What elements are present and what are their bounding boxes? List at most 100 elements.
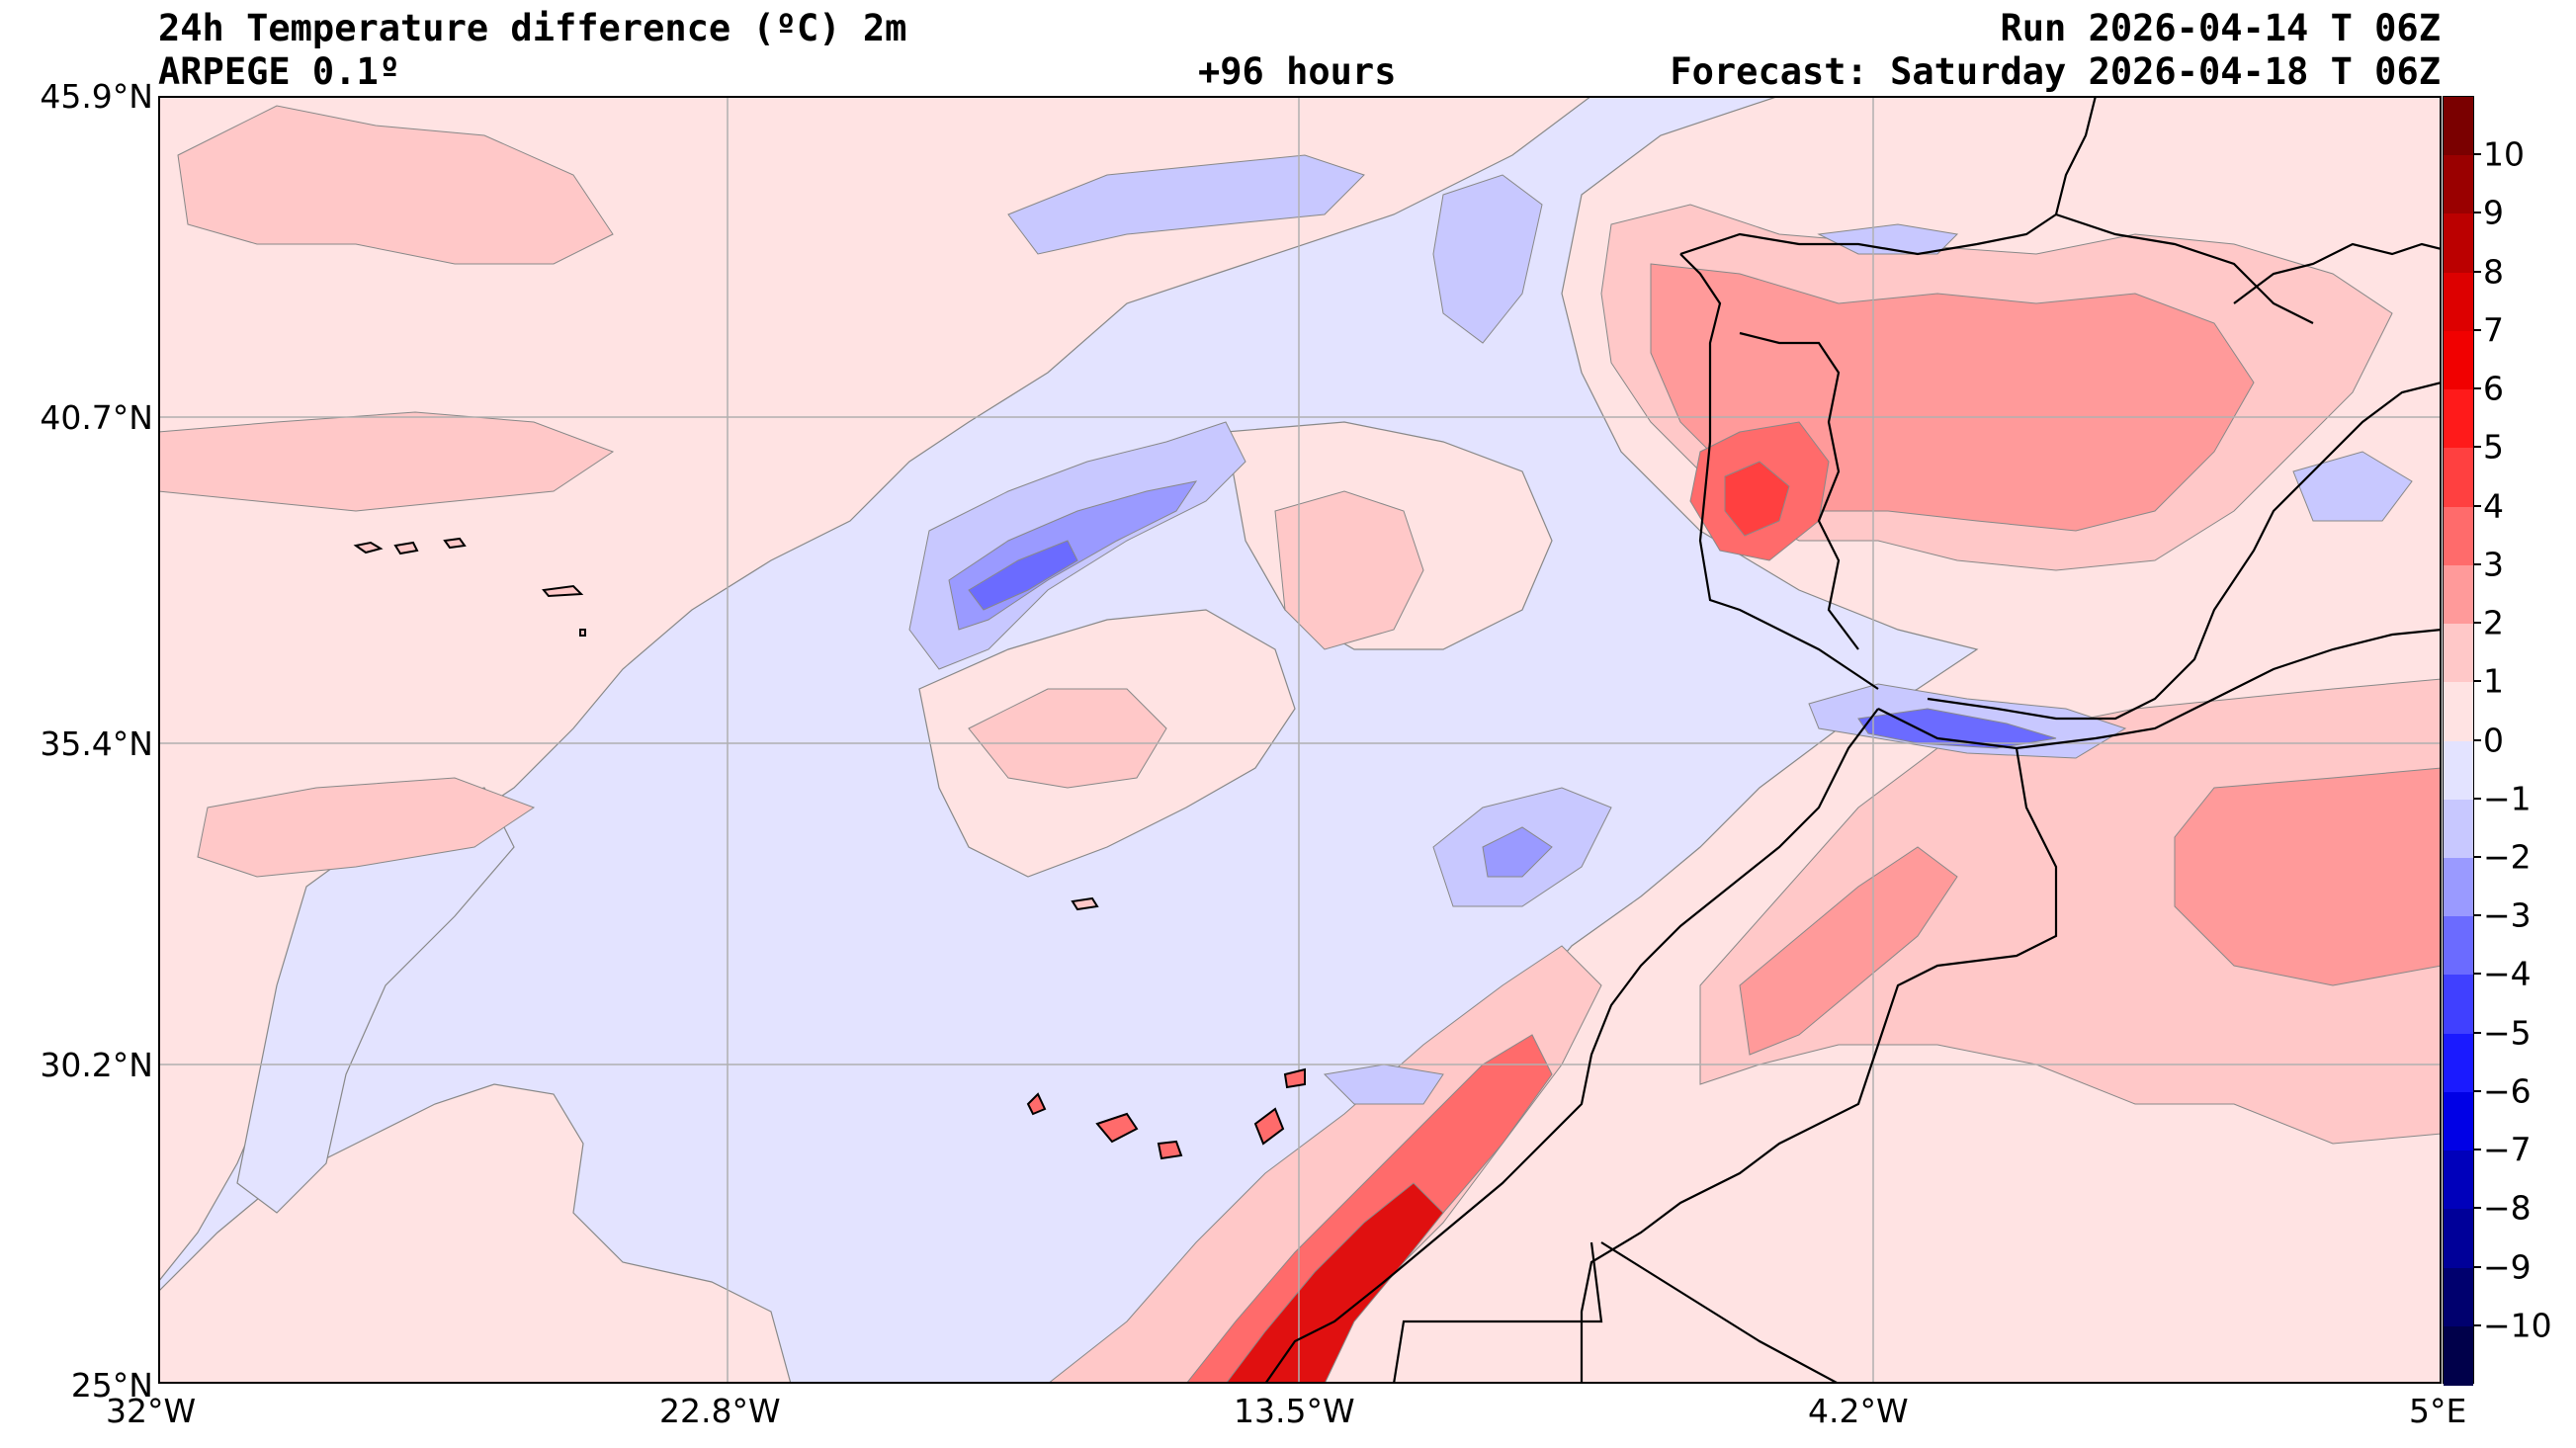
colorbar-segment xyxy=(2444,975,2473,1035)
lat-tick-label: 40.7°N xyxy=(40,398,153,437)
colorbar-level-label: 7 xyxy=(2483,310,2504,350)
lat-tick-label: 30.2°N xyxy=(40,1046,153,1084)
colorbar-segment xyxy=(2444,448,2473,508)
colorbar-tick xyxy=(2474,973,2481,976)
colorbar-level-label: −3 xyxy=(2483,895,2532,935)
colorbar-level-label: 4 xyxy=(2483,486,2504,526)
colorbar-tick xyxy=(2474,680,2481,683)
lat-tick-label: 45.9°N xyxy=(40,77,153,116)
colorbar-tick xyxy=(2474,446,2481,449)
graticule xyxy=(158,96,2442,1384)
colorbar-level-label: 2 xyxy=(2483,603,2504,642)
colorbar-segment xyxy=(2444,330,2473,390)
colorbar-segment xyxy=(2444,1150,2473,1210)
colorbar xyxy=(2443,96,2474,1386)
colorbar-segment xyxy=(2444,682,2473,742)
colorbar-segment xyxy=(2444,1033,2473,1093)
colorbar-level-label: 5 xyxy=(2483,427,2504,467)
cool-patch-canarian-core xyxy=(1482,826,1553,878)
colorbar-segment xyxy=(2444,155,2473,215)
colorbar-tick xyxy=(2474,387,2481,390)
colorbar-tick xyxy=(2474,562,2481,565)
coastlines xyxy=(1264,96,2442,1384)
colorbar-tick xyxy=(2474,622,2481,625)
colorbar-tick xyxy=(2474,1089,2481,1092)
cool-tongue-southwest xyxy=(236,787,515,1214)
model-label: ARPEGE 0.1º xyxy=(158,50,401,93)
africa-warm-strong xyxy=(2174,767,2442,986)
colorbar-segment xyxy=(2444,1091,2473,1151)
map-title: 24h Temperature difference (ºC) 2m xyxy=(158,7,907,49)
colorbar-tick xyxy=(2474,1323,2481,1326)
temperature-difference-map xyxy=(158,96,2442,1384)
lon-tick-label: 22.8°W xyxy=(659,1392,781,1430)
colorbar-level-label: 9 xyxy=(2483,193,2504,232)
colorbar-level-label: −1 xyxy=(2483,779,2532,818)
colorbar-tick xyxy=(2474,153,2481,156)
colorbar-level-label: 3 xyxy=(2483,545,2504,584)
iberia-hot-core-center xyxy=(1724,461,1790,537)
colorbar-level-label: −9 xyxy=(2483,1247,2532,1287)
lon-tick-label: 13.5°W xyxy=(1234,1392,1355,1430)
atlantic-islands xyxy=(353,537,1306,1160)
lat-tick-label: 35.4°N xyxy=(40,724,153,763)
colorbar-tick xyxy=(2474,1031,2481,1034)
lat-tick-label: 25°N xyxy=(70,1366,153,1405)
colorbar-tick xyxy=(2474,328,2481,331)
colorbar-level-label: −5 xyxy=(2483,1013,2532,1053)
colorbar-level-label: −6 xyxy=(2483,1071,2532,1111)
lon-tick-label: 4.2°W xyxy=(1808,1392,1909,1430)
forecast-label: Forecast: Saturday 2026-04-18 T 06Z xyxy=(1670,50,2441,93)
cool-patch-med xyxy=(2292,451,2413,522)
colorbar-segment xyxy=(2444,624,2473,683)
cool-patch-agadir xyxy=(1323,1064,1444,1105)
nw-warm-patch-2 xyxy=(158,411,615,512)
colorbar-tick xyxy=(2474,504,2481,507)
colorbar-tick xyxy=(2474,1149,2481,1151)
colorbar-level-label: 10 xyxy=(2483,134,2525,174)
colorbar-segment xyxy=(2444,97,2473,156)
colorbar-segment xyxy=(2444,1209,2473,1269)
colorbar-level-label: −10 xyxy=(2483,1306,2552,1345)
colorbar-tick xyxy=(2474,855,2481,858)
colorbar-segment xyxy=(2444,564,2473,625)
nw-warm-patch-1 xyxy=(177,105,614,265)
colorbar-segment xyxy=(2444,389,2473,449)
lon-tick-label: 32°W xyxy=(106,1392,197,1430)
colorbar-segment xyxy=(2444,857,2473,917)
colorbar-tick xyxy=(2474,738,2481,741)
colorbar-level-label: 1 xyxy=(2483,661,2504,701)
colorbar-tick xyxy=(2474,1265,2481,1268)
cool-patch-large-center xyxy=(968,540,1078,611)
colorbar-tick xyxy=(2474,1207,2481,1210)
colorbar-level-label: 6 xyxy=(2483,369,2504,408)
colorbar-level-label: −8 xyxy=(2483,1188,2532,1228)
colorbar-tick xyxy=(2474,797,2481,800)
run-label: Run 2026-04-14 T 06Z xyxy=(2000,7,2441,49)
central-warm-patch-2 xyxy=(1274,490,1424,650)
atlas-warm xyxy=(1739,846,1958,1056)
colorbar-tick xyxy=(2474,914,2481,917)
cool-patch-biscay xyxy=(1432,174,1543,344)
colorbar-segment xyxy=(2444,799,2473,859)
lon-tick-label: 5°E xyxy=(2409,1392,2467,1430)
nw-warm-patch-3 xyxy=(197,777,536,878)
colorbar-tick xyxy=(2474,270,2481,273)
colorbar-level-label: −4 xyxy=(2483,954,2532,993)
colorbar-level-label: −2 xyxy=(2483,837,2532,877)
colorbar-segment xyxy=(2444,213,2473,274)
cool-patch-north xyxy=(1007,154,1365,255)
lead-time-label: +96 hours xyxy=(1198,50,1397,93)
colorbar-level-label: 8 xyxy=(2483,252,2504,292)
colorbar-tick xyxy=(2474,212,2481,214)
colorbar-level-label: 0 xyxy=(2483,721,2504,759)
colorbar-segment xyxy=(2444,916,2473,976)
central-warm-patch xyxy=(968,688,1167,789)
colorbar-segment xyxy=(2444,1267,2473,1327)
moroccan-coast-hottest xyxy=(1225,1182,1444,1384)
cool-patch-bay xyxy=(1817,223,1959,255)
colorbar-segment xyxy=(2444,1325,2473,1386)
colorbar-segment xyxy=(2444,272,2473,332)
colorbar-segment xyxy=(2444,740,2473,801)
colorbar-segment xyxy=(2444,506,2473,566)
